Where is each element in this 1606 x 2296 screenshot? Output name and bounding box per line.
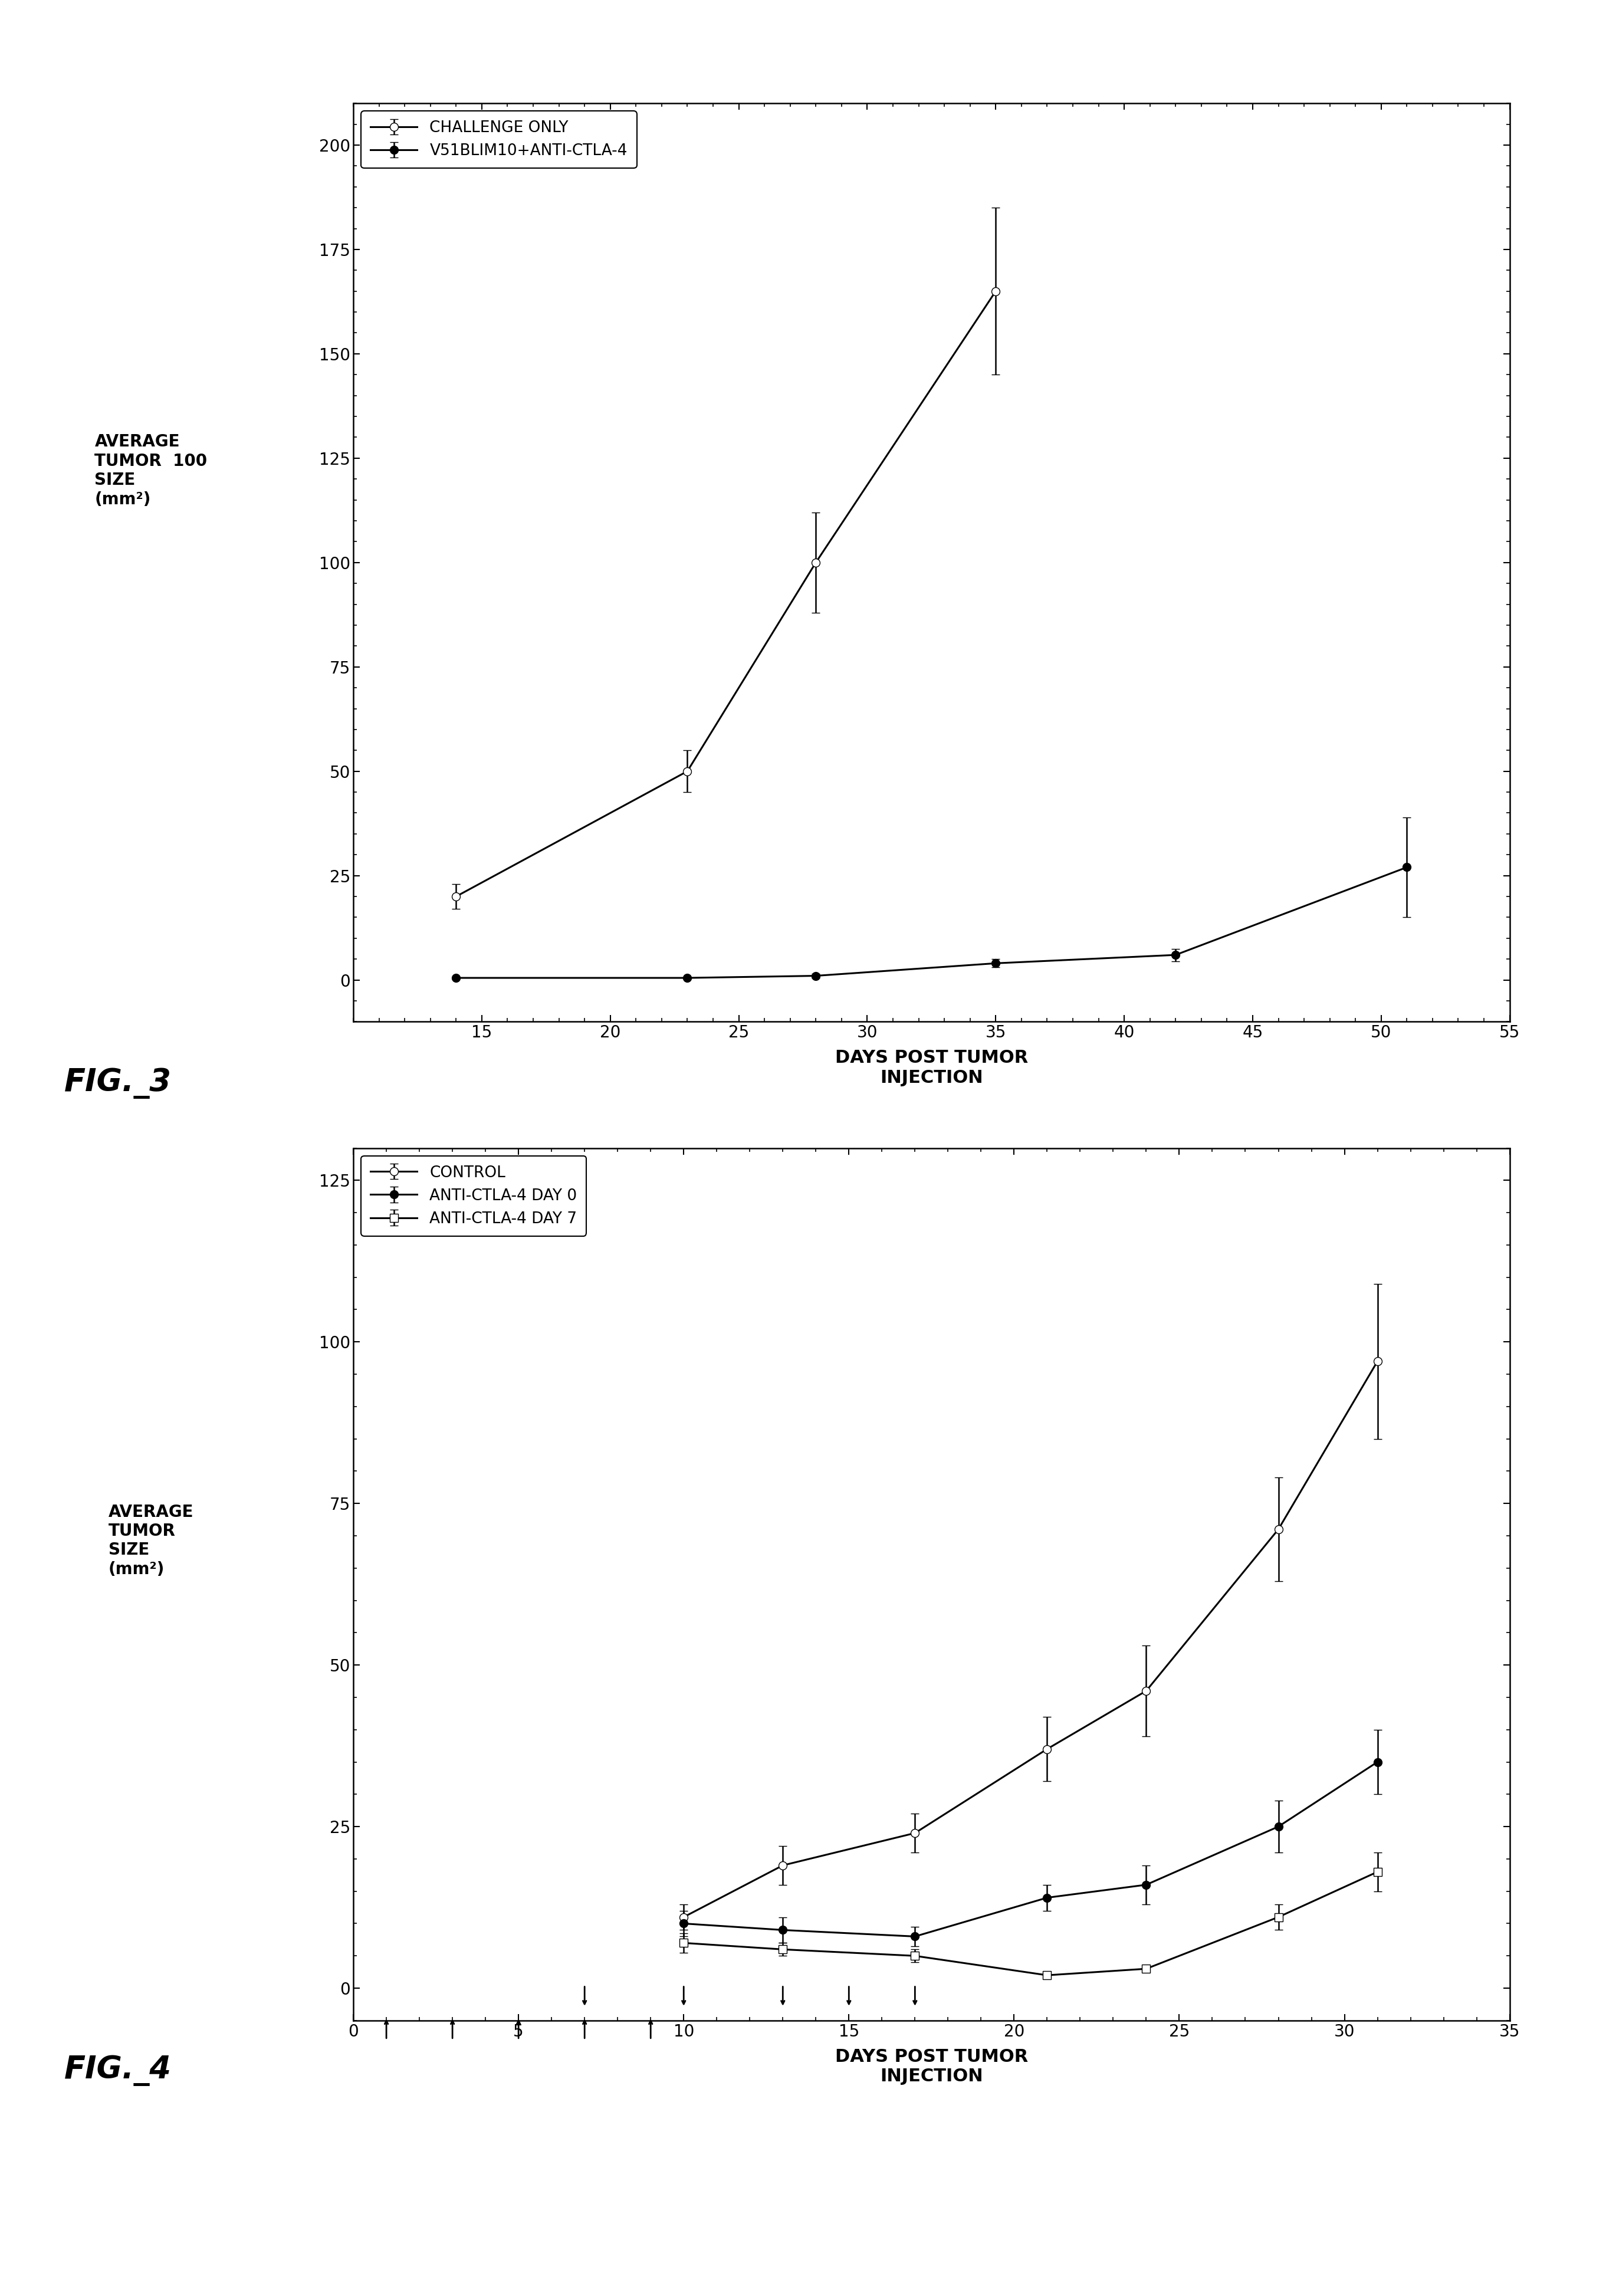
Legend: CHALLENGE ONLY, V51BLIM10+ANTI-CTLA-4: CHALLENGE ONLY, V51BLIM10+ANTI-CTLA-4	[361, 110, 636, 168]
Text: AVERAGE
TUMOR
SIZE
(mm²): AVERAGE TUMOR SIZE (mm²)	[108, 1504, 194, 1577]
Legend: CONTROL, ANTI-CTLA-4 DAY 0, ANTI-CTLA-4 DAY 7: CONTROL, ANTI-CTLA-4 DAY 0, ANTI-CTLA-4 …	[361, 1155, 586, 1235]
X-axis label: DAYS POST TUMOR
INJECTION: DAYS POST TUMOR INJECTION	[835, 1049, 1028, 1086]
X-axis label: DAYS POST TUMOR
INJECTION: DAYS POST TUMOR INJECTION	[835, 2048, 1028, 2085]
Text: AVERAGE
TUMOR  100
SIZE
(mm²): AVERAGE TUMOR 100 SIZE (mm²)	[95, 434, 207, 507]
Text: FIG._4: FIG._4	[64, 2055, 172, 2085]
Text: FIG._3: FIG._3	[64, 1068, 172, 1097]
